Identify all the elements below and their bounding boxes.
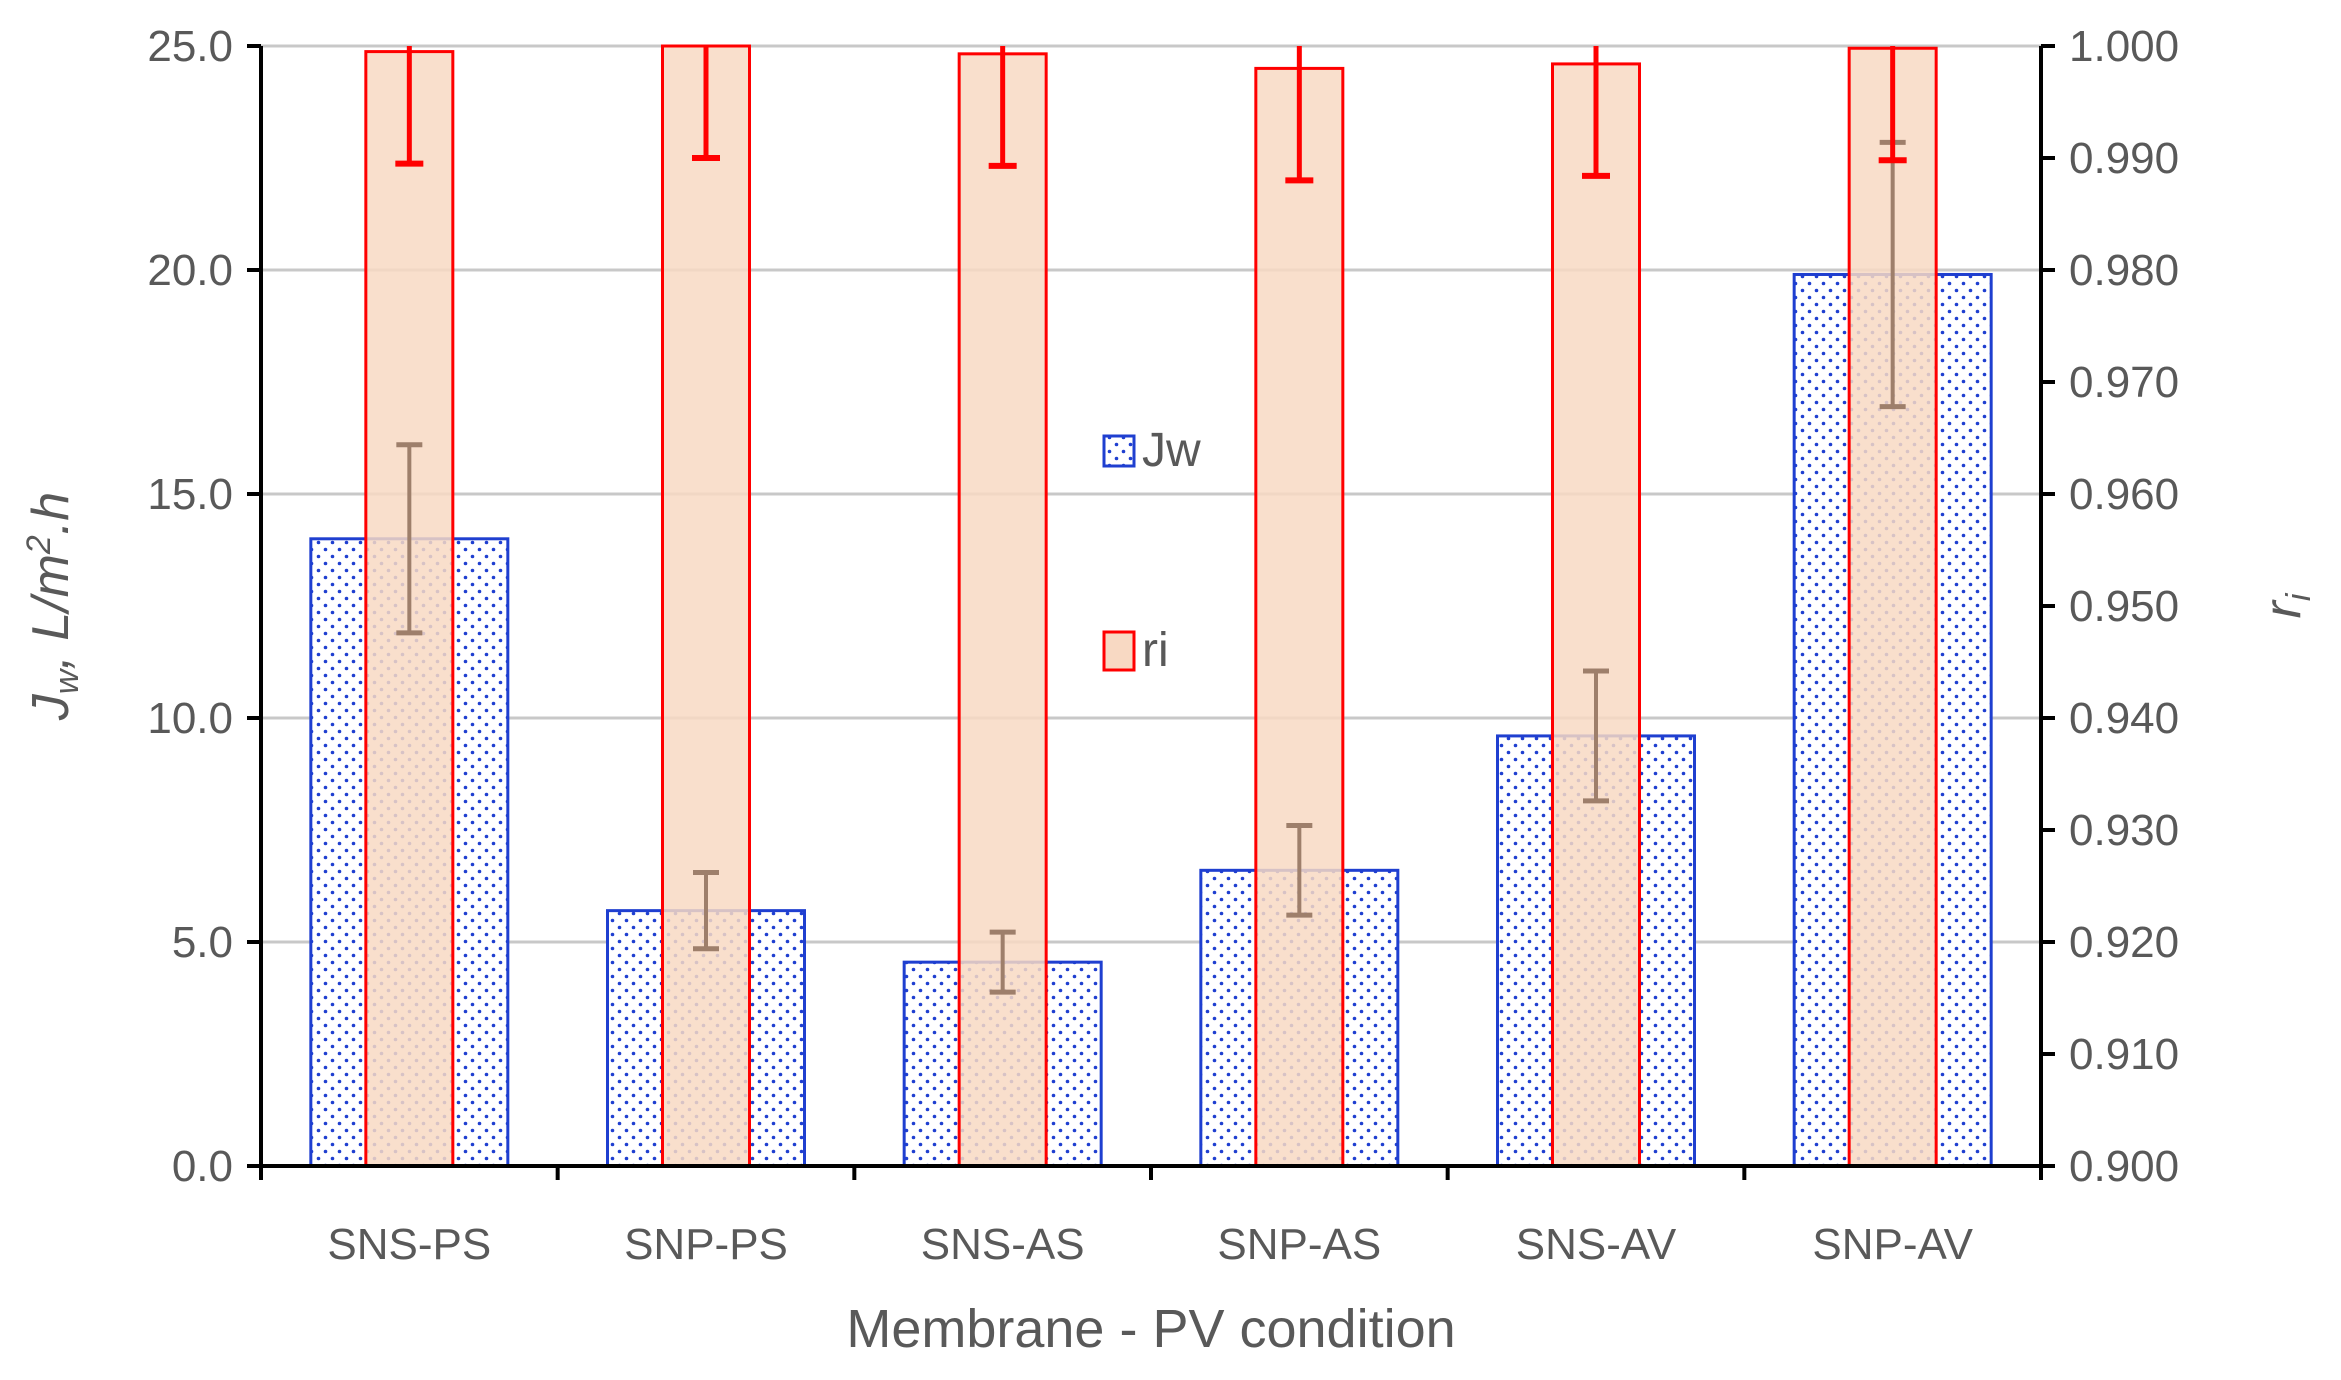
y2-tick-label: 0.930	[2069, 806, 2179, 855]
y-tick-label: 20.0	[147, 246, 233, 295]
y2-tick-label: 0.900	[2069, 1142, 2179, 1191]
y2-tick-label: 0.950	[2069, 582, 2179, 631]
y-axis-title: Jw, L/m2.h	[20, 492, 86, 721]
error-bars	[395, 46, 1907, 995]
x-axis-title: Membrane - PV condition	[846, 1299, 1455, 1359]
legend-label-jw: Jw	[1142, 424, 1201, 477]
legend-swatch-jw	[1102, 434, 1136, 468]
ri-bars	[364, 44, 1938, 1168]
legend: Jw ri	[1102, 424, 1201, 677]
jw-bars	[309, 272, 1993, 1168]
x-tick-label: SNS-AV	[1516, 1220, 1677, 1269]
x-tick-label: SNS-PS	[327, 1220, 491, 1269]
y2-axis-title: ri	[2254, 592, 2318, 618]
tick-labels: 0.0 5.0 10.0 15.0 20.0 25.0 0.900 0.910 0.920 0.9…	[147, 22, 2179, 1269]
y2-tick-label: 0.940	[2069, 694, 2179, 743]
y2-tick-label: 0.960	[2069, 470, 2179, 519]
y-tick-label: 10.0	[147, 694, 233, 743]
y2-tick-label: 0.990	[2069, 134, 2179, 183]
y2-tick-label: 0.920	[2069, 918, 2179, 967]
x-tick-label: SNP-AS	[1217, 1220, 1381, 1269]
gridlines	[261, 44, 2041, 944]
axes	[247, 44, 2055, 1180]
bar-ri-SNP-AS	[1254, 66, 1345, 1168]
y2-tick-label: 0.980	[2069, 246, 2179, 295]
bar-ri-SNS-AS	[957, 52, 1048, 1168]
legend-swatch-ri	[1102, 630, 1136, 672]
y-tick-label: 15.0	[147, 470, 233, 519]
y2-tick-label: 0.910	[2069, 1030, 2179, 1079]
x-tick-label: SNS-AS	[921, 1220, 1085, 1269]
legend-label-ri: ri	[1142, 624, 1169, 677]
y-tick-label: 0.0	[172, 1142, 233, 1191]
x-tick-label: SNP-PS	[624, 1220, 788, 1269]
bar-ri-SNS-AV	[1551, 62, 1641, 1168]
y2-tick-label: 1.000	[2069, 22, 2179, 71]
y-tick-label: 5.0	[172, 918, 233, 967]
x-tick-label: SNP-AV	[1812, 1220, 1973, 1269]
y2-tick-label: 0.970	[2069, 358, 2179, 407]
bar-ri-SNP-PS	[661, 44, 751, 1168]
y-tick-label: 25.0	[147, 22, 233, 71]
